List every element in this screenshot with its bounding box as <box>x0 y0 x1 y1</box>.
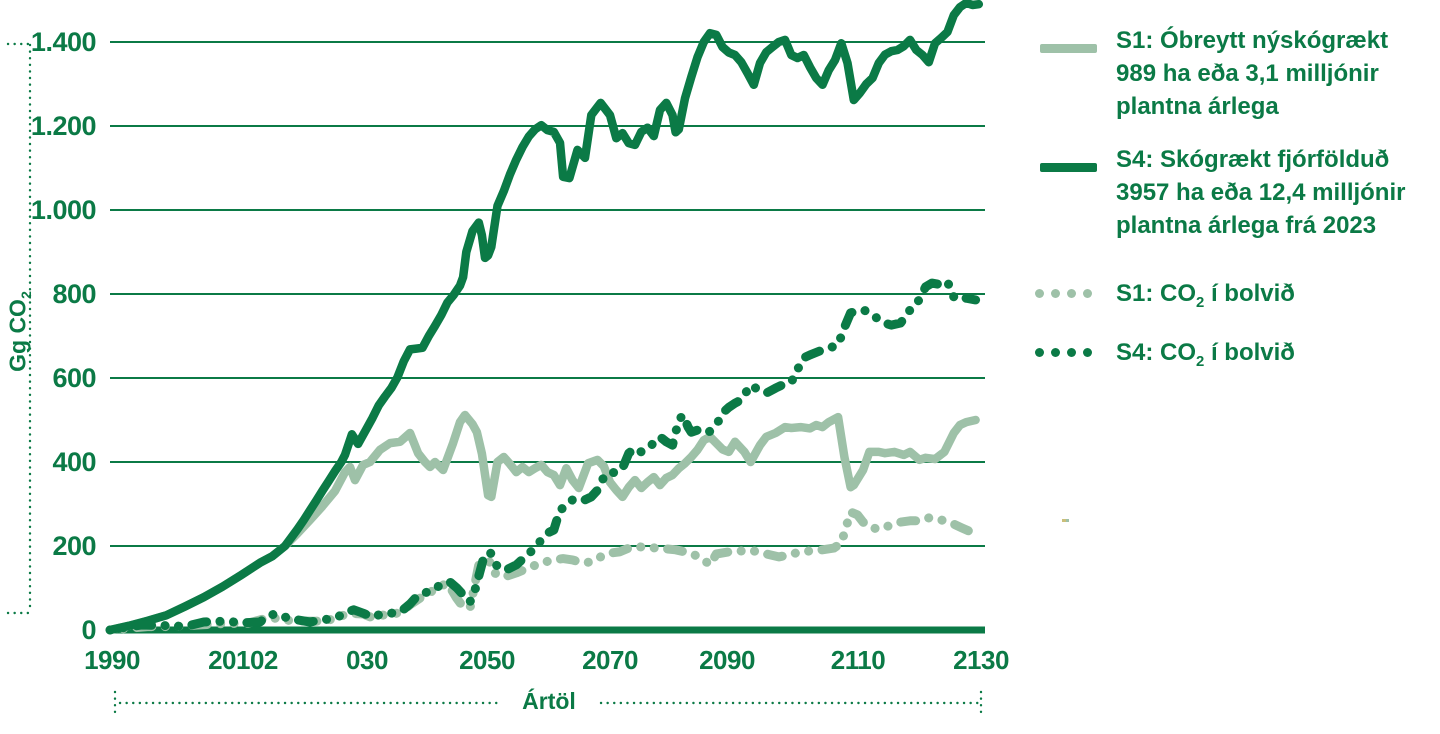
stray-mark <box>1062 519 1066 522</box>
x-axis-title: Ártöl <box>522 688 576 714</box>
x-tick-label: 20102 <box>208 645 278 675</box>
legend-swatch-s1-solid <box>1040 44 1097 53</box>
y-tick-label: 600 <box>52 363 96 393</box>
subscript-2: 2 <box>19 291 36 300</box>
series-line-dotted-s1 <box>105 507 984 635</box>
legend-swatch-s4-solid <box>1040 163 1097 172</box>
x-tick-label: 2110 <box>830 645 886 675</box>
legend-label-line: 989 ha eða 3,1 milljónir <box>1116 60 1379 87</box>
legend-label-line: S4: Skógrækt fjórfölduð <box>1116 146 1390 173</box>
subscript-2: 2 <box>1196 353 1205 370</box>
y-axis-title: Gg CO2 <box>4 291 36 372</box>
x-tick-label: 2130 <box>953 645 1009 675</box>
y-tick-label: 800 <box>52 279 96 309</box>
legend-item-s4-dotted: S4: CO2 í bolvið <box>1116 339 1295 370</box>
series-line-solid-s4 <box>105 0 984 635</box>
y-tick-label: 400 <box>52 447 96 477</box>
y-tick-label: 1.000 <box>30 195 97 225</box>
legend-label-line: plantna árlega frá 2023 <box>1116 212 1377 239</box>
legend-item-s4-solid: S4: Skógrækt fjórfölduð 3957 ha eða 12,4… <box>1116 143 1405 242</box>
x-tick-label: 2090 <box>699 645 755 675</box>
x-tick-label: 1990 <box>84 645 140 675</box>
legend-swatch-s4-dotted <box>1035 348 1097 357</box>
stray-mark <box>1066 519 1069 522</box>
x-tick-label: 2050 <box>459 645 515 675</box>
x-tick-label: 030 <box>346 645 388 675</box>
legend-label-line: S1: Óbreytt nýskógrækt <box>1116 27 1389 54</box>
y-tick-label: 1.200 <box>30 111 97 141</box>
series-line-solid-s1 <box>105 410 980 635</box>
legend-swatch-s1-dotted <box>1035 289 1097 298</box>
y-tick-label: 0 <box>81 615 96 645</box>
legend-item-s1-solid: S1: Óbreytt nýskógrækt 989 ha eða 3,1 mi… <box>1116 24 1388 123</box>
subscript-2: 2 <box>1196 294 1205 311</box>
y-tick-label: 1.400 <box>30 27 97 57</box>
y-tick-label: 200 <box>52 531 96 561</box>
x-tick-label: 2070 <box>582 645 638 675</box>
legend-label-line: 3957 ha eða 12,4 milljónir <box>1116 179 1406 206</box>
series-line-dotted-s4 <box>105 277 981 635</box>
legend-label-line: plantna árlega <box>1116 93 1279 120</box>
legend-item-s1-dotted: S1: CO2 í bolvið <box>1116 280 1295 311</box>
